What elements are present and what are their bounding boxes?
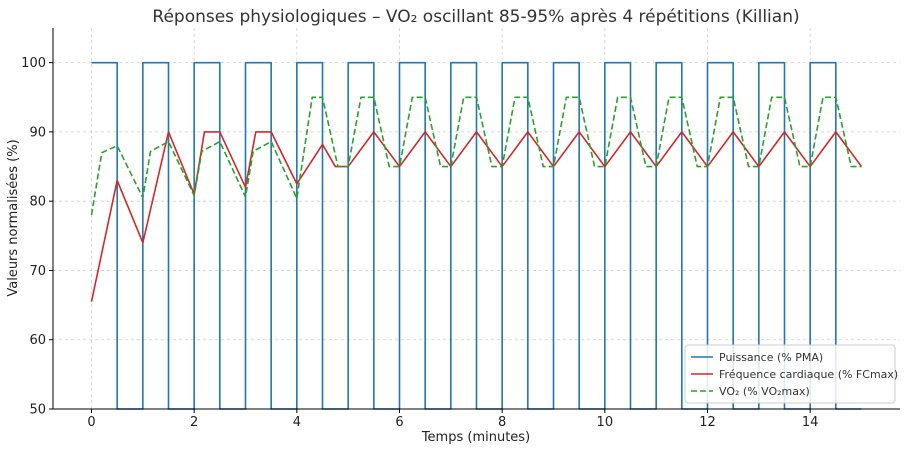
series-line-3	[90, 96, 862, 216]
series-line-1	[91, 61, 862, 410]
x-axis-label: Temps (minutes)	[421, 430, 530, 445]
chart-title: Réponses physiologiques – VO₂ oscillant …	[152, 7, 799, 27]
y-tick-label: 70	[29, 264, 46, 279]
x-tick-label: 2	[190, 415, 198, 430]
legend-label: Puissance (% PMA)	[719, 351, 823, 364]
x-tick-label: 12	[699, 415, 716, 430]
series-line-2	[90, 131, 863, 302]
legend: Puissance (% PMA) Fréquence cardiaque (% …	[684, 344, 898, 404]
x-tick-label: 6	[395, 415, 403, 430]
x-tick-label: 8	[498, 415, 506, 430]
legend-label: Fréquence cardiaque (% FCmax)	[719, 368, 898, 381]
y-tick-label: 50	[29, 403, 46, 418]
x-tick-label: 10	[597, 415, 614, 430]
x-tick-label: 14	[802, 415, 819, 430]
y-tick-label: 100	[21, 56, 46, 71]
series-layer	[90, 61, 863, 410]
legend-label: VO₂ (% VO₂max)	[719, 385, 810, 398]
axes: 0 2 4 6 8 10 12 14 50 60 70 80 90 100	[21, 28, 900, 430]
x-tick-label: 0	[87, 415, 95, 430]
y-tick-label: 60	[29, 333, 46, 348]
y-tick-label: 80	[29, 195, 46, 210]
y-tick-label: 90	[29, 125, 46, 140]
legend-box	[684, 344, 896, 404]
y-axis-label: Valeurs normalisées (%)	[6, 139, 21, 296]
x-tick-label: 4	[293, 415, 301, 430]
